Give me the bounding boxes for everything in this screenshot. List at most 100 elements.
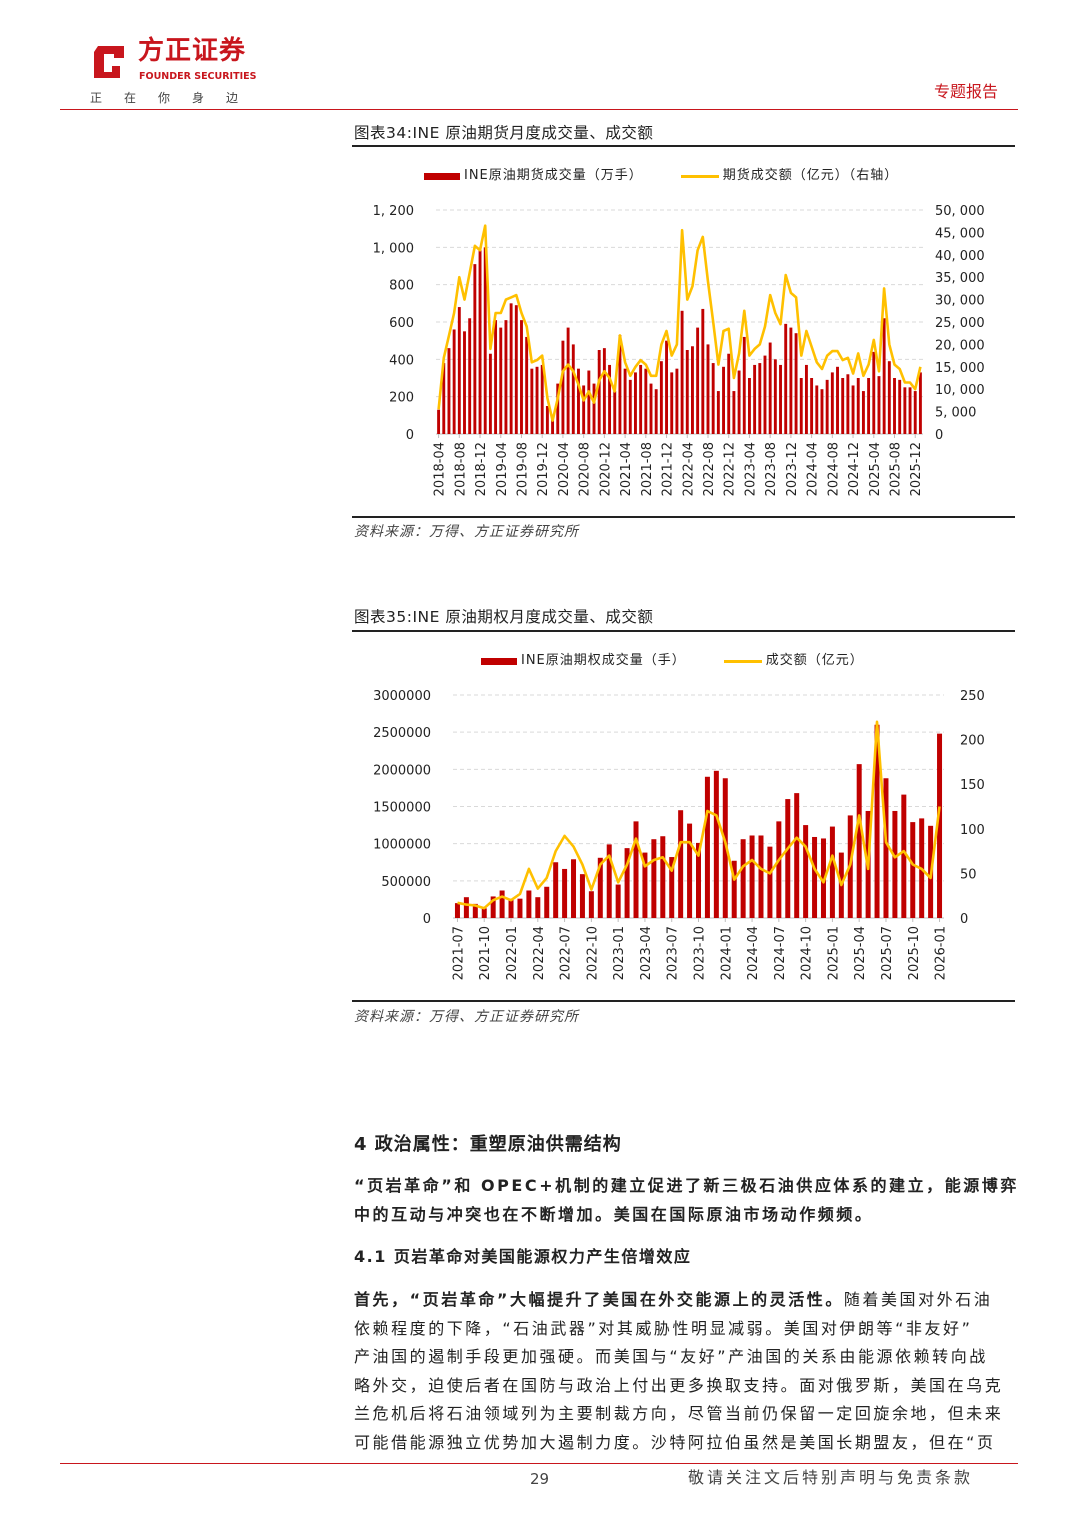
body-line: 略外交，迫使后者在国防与政治上付出更多换取支持。面对俄罗斯，美国在乌克 <box>354 1375 1004 1395</box>
bar <box>861 391 865 434</box>
legend-line-swatch <box>680 174 719 178</box>
disclaimer-link[interactable]: 敬请关注文后特别声明与免责条款 <box>688 1468 974 1487</box>
chart1-legend: INE原油期货成交量（万手） 期货成交额（亿元）（右轴） <box>424 168 898 184</box>
bar <box>454 903 460 918</box>
bar <box>696 327 700 434</box>
y-left-tick-label: 1500000 <box>373 801 431 816</box>
x-tick-label: 2022-04 <box>532 926 547 980</box>
body-lead-bold: 首先，“页岩革命”大幅提升了美国在外交能源上的灵活性。 <box>354 1290 844 1309</box>
bar <box>856 764 862 918</box>
x-tick-label: 2024-08 <box>826 442 841 496</box>
bar <box>846 374 850 434</box>
bar <box>740 839 746 918</box>
figure-34-bottom-rule <box>352 516 1015 518</box>
bar <box>483 247 487 434</box>
y-left-tick-label: 2000000 <box>373 763 431 778</box>
bar <box>490 896 496 918</box>
bar <box>556 383 560 434</box>
x-tick-label: 2018-08 <box>453 442 468 496</box>
x-tick-label: 2023-08 <box>764 442 779 496</box>
bar <box>784 323 788 434</box>
x-tick-label: 2023-10 <box>693 926 708 980</box>
x-tick-label: 2020-08 <box>578 442 593 496</box>
bar <box>763 355 767 434</box>
body-line: 产油国的遏制手段更加强硬。而美国与“友好”产油国的关系由能源依赖转向战 <box>354 1347 988 1366</box>
x-tick-label: 2023-12 <box>785 442 800 496</box>
bar <box>579 874 585 918</box>
bar <box>742 336 746 434</box>
x-tick-label: 2025-12 <box>909 442 924 496</box>
bar <box>577 368 580 434</box>
x-tick-label: 2022-08 <box>702 442 717 496</box>
bar <box>669 857 675 918</box>
bar <box>478 249 482 434</box>
bar <box>468 318 472 434</box>
bar <box>499 890 505 918</box>
x-tick-label: 2024-12 <box>847 442 862 496</box>
y-right-tick-label: 50 <box>960 867 977 882</box>
figure-34-title: 图表34:INE 原油期货月度成交量、成交额 <box>354 124 654 142</box>
x-tick-label: 2022-04 <box>681 442 696 496</box>
bar <box>722 366 725 434</box>
x-tick-label: 2020-04 <box>557 442 572 496</box>
bar <box>918 372 922 434</box>
x-tick-label: 2019-04 <box>495 442 510 496</box>
bar <box>898 379 902 434</box>
bar <box>812 836 818 918</box>
x-tick-label: 2025-04 <box>868 442 883 496</box>
y-right-tick-label: 15, 000 <box>935 361 985 376</box>
legend-line-swatch <box>723 659 762 663</box>
bar <box>937 733 943 918</box>
bar <box>442 363 446 434</box>
legend-label: INE原油期权成交量（手） <box>521 653 686 668</box>
bar <box>660 836 666 918</box>
bar <box>877 376 881 434</box>
slogan: 正在你身边 <box>90 91 261 105</box>
x-tick-label: 2021-04 <box>619 442 634 496</box>
bar <box>613 391 617 434</box>
y-left-tick-label: 1, 000 <box>373 241 414 256</box>
header-divider <box>60 109 1018 110</box>
bar <box>571 344 575 434</box>
bar <box>804 364 808 434</box>
bar <box>716 391 720 434</box>
x-tick-label: 2021-12 <box>661 442 676 496</box>
page-number: 29 <box>530 1470 550 1488</box>
bar <box>544 886 550 918</box>
bar <box>856 378 860 434</box>
body-paragraph: 首先，“页岩革命”大幅提升了美国在外交能源上的灵活性。随着美国对外石油 依赖程度… <box>354 1286 1016 1457</box>
bar <box>437 409 441 434</box>
bar <box>562 868 568 918</box>
figure-35-bottom-rule <box>352 1000 1015 1002</box>
bar <box>642 852 648 918</box>
body-line: 兰危机后将石油领域列为主要制裁方向，尽管当前仍保留一定回旋余地，但未来 <box>354 1404 1004 1423</box>
bar <box>810 378 814 434</box>
bar <box>608 364 612 434</box>
bar <box>711 363 715 434</box>
bar <box>731 860 737 918</box>
bar <box>696 842 701 918</box>
bar <box>794 333 798 434</box>
bar <box>452 329 456 434</box>
bar <box>457 307 461 434</box>
bar <box>561 340 565 434</box>
y-right-tick-label: 0 <box>935 428 943 443</box>
bar <box>758 363 762 434</box>
bar <box>618 335 622 434</box>
y-right-tick-label: 250 <box>960 689 985 704</box>
bar <box>526 890 532 918</box>
y-left-tick-label: 800 <box>389 279 414 294</box>
x-tick-label: 2018-04 <box>433 442 448 496</box>
bar <box>606 844 612 918</box>
bar <box>651 839 657 918</box>
bar <box>553 862 559 918</box>
bar <box>588 891 594 918</box>
bar <box>851 385 855 434</box>
y-right-tick-label: 30, 000 <box>935 294 985 309</box>
bar <box>628 379 632 434</box>
chart-futures-volume-turnover: 0 200 400 600 800 1, 000 1, 200 0 5, 000 10, 000 1… <box>373 204 985 496</box>
bar <box>644 368 648 434</box>
bar <box>903 387 907 434</box>
x-tick-label: 2022-07 <box>559 926 574 980</box>
bar <box>892 810 898 918</box>
